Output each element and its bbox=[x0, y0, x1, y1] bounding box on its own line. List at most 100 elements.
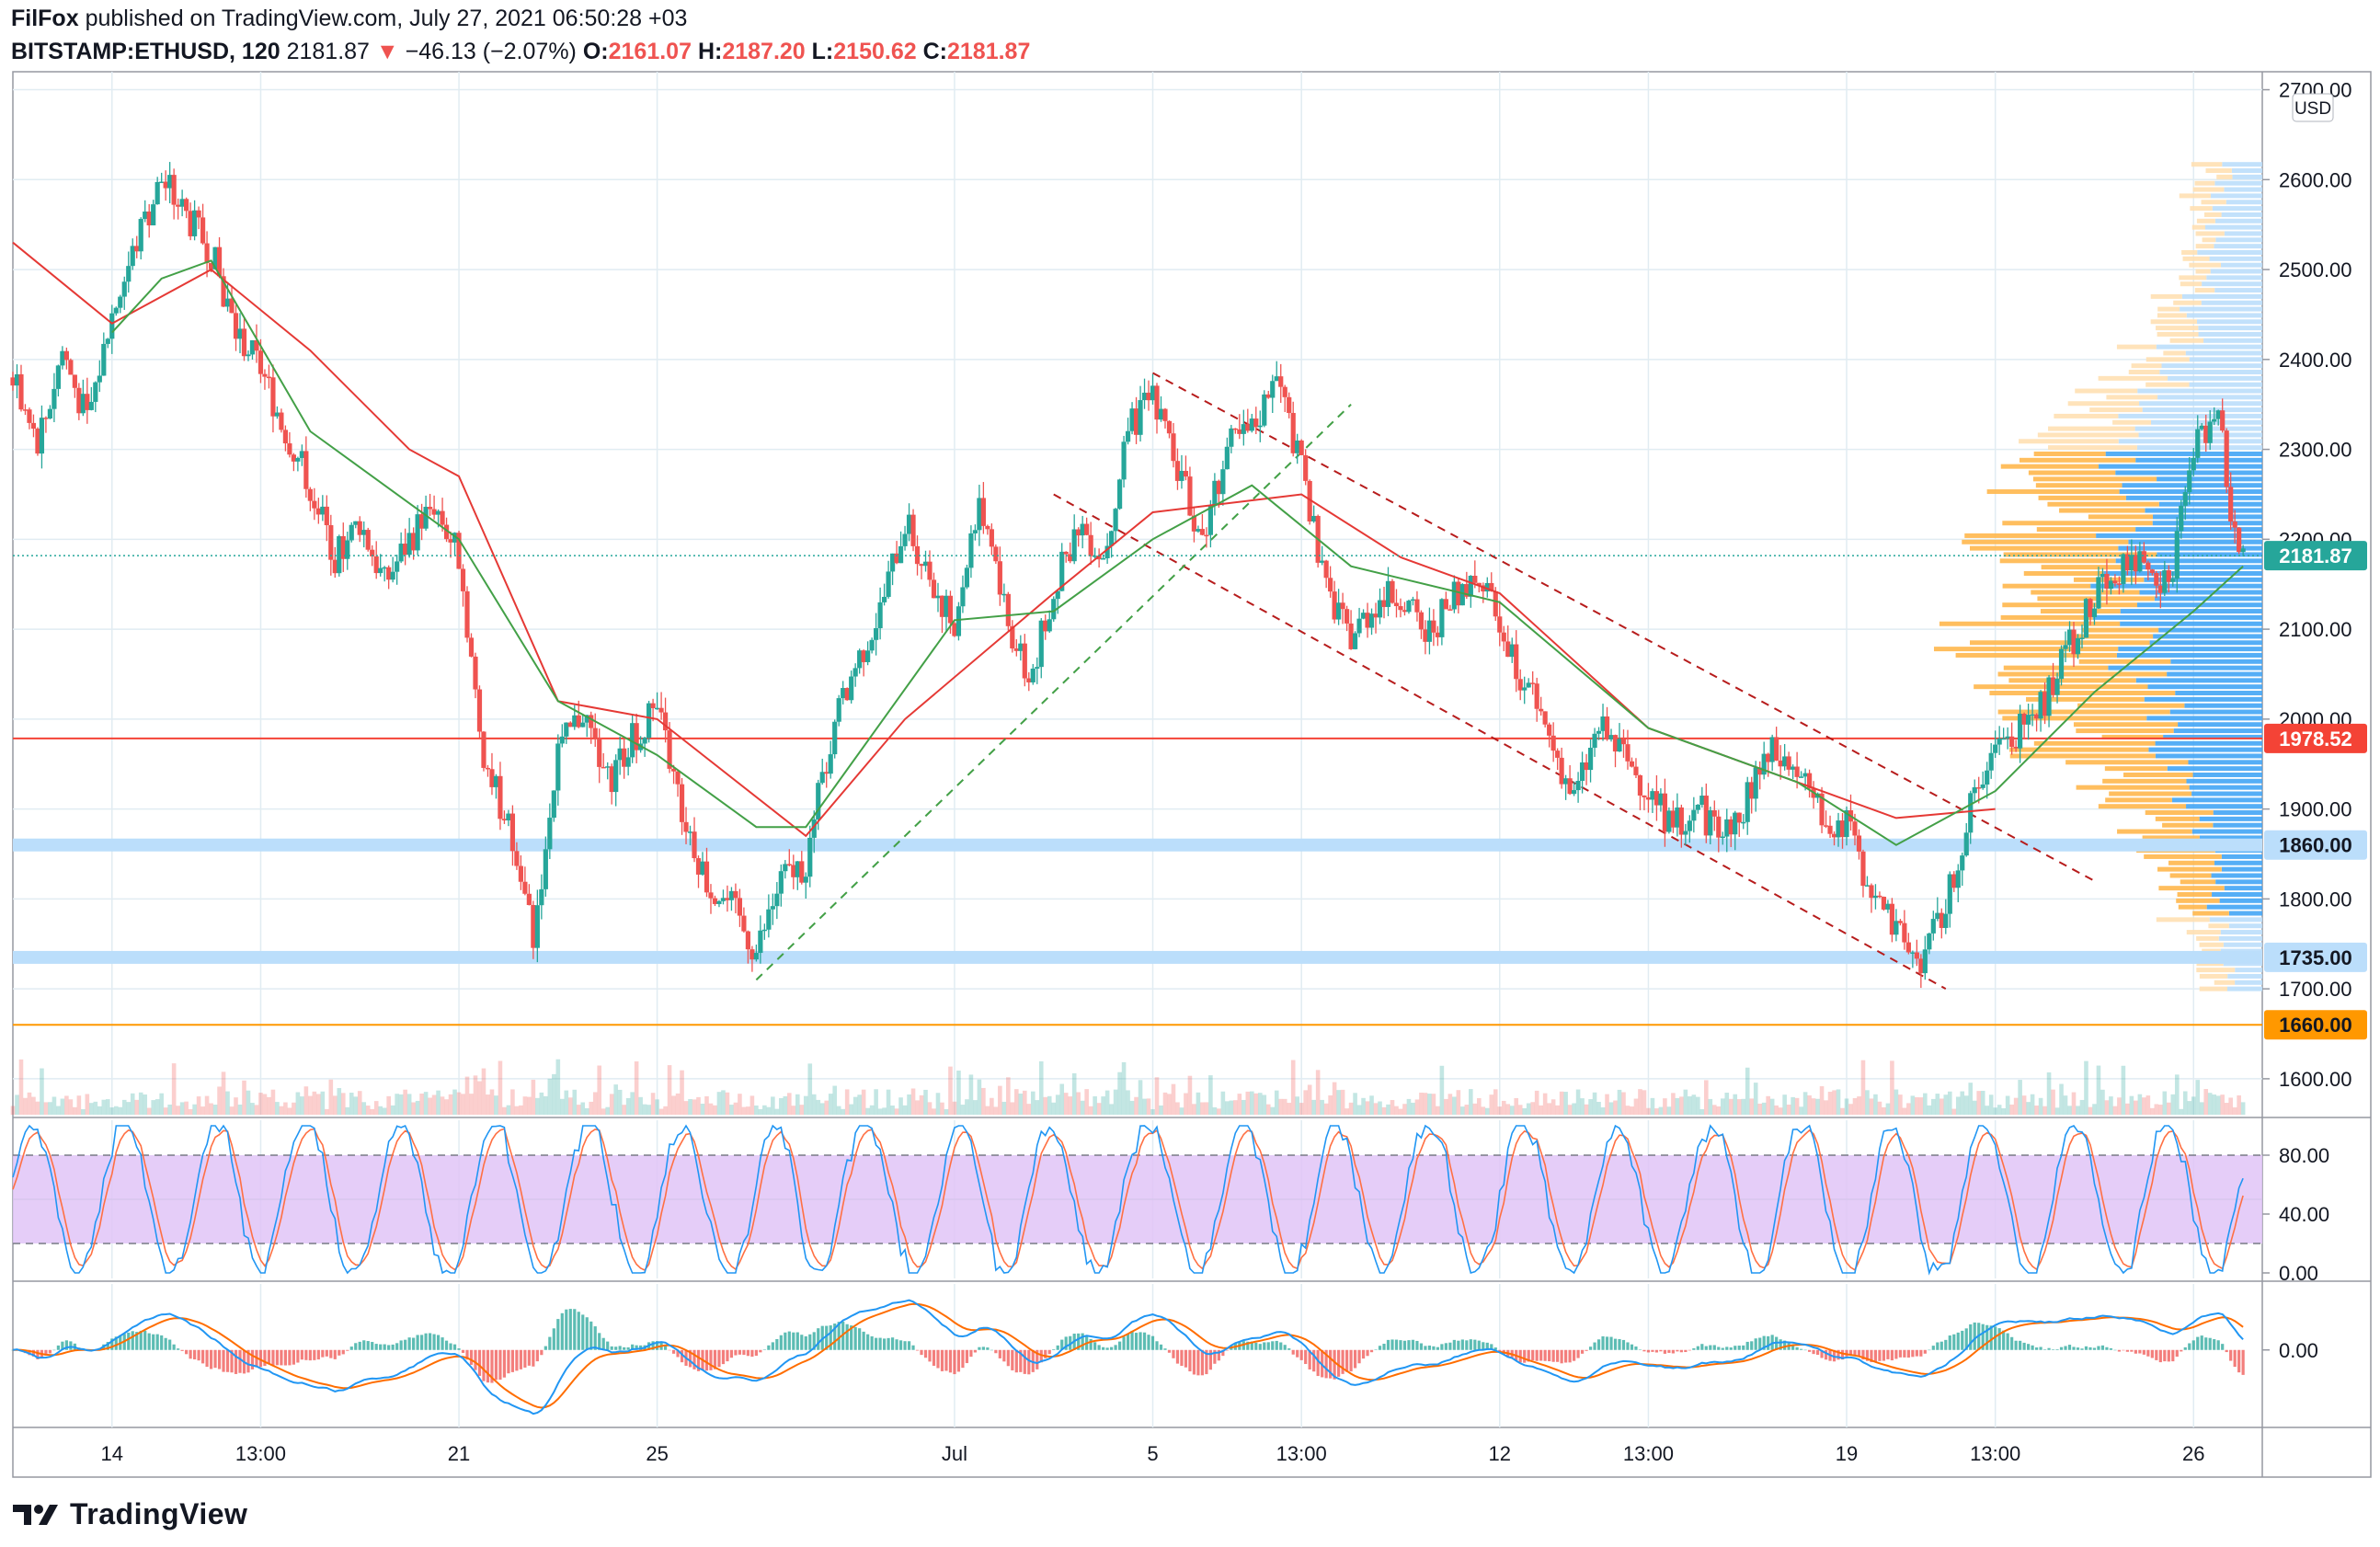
volume-bar bbox=[1786, 1105, 1791, 1115]
volume-bar bbox=[1985, 1106, 1989, 1115]
volume-profile-bar bbox=[2002, 583, 2091, 589]
volume-bar bbox=[1035, 1100, 1040, 1115]
volume-profile-bar bbox=[2189, 785, 2262, 790]
candle-body bbox=[1018, 643, 1024, 651]
author-name[interactable]: FilFox bbox=[11, 6, 79, 31]
volume-bar bbox=[1245, 1091, 1251, 1115]
volume-profile-bar bbox=[2101, 734, 2164, 739]
volume-profile-bar bbox=[2195, 231, 2225, 236]
volume-bar bbox=[345, 1106, 350, 1115]
volume-bar bbox=[2237, 1094, 2241, 1115]
volume-profile-bar bbox=[2214, 288, 2262, 293]
candle-body bbox=[1038, 620, 1044, 668]
macd-histogram-bar bbox=[507, 1349, 510, 1374]
volume-bar bbox=[118, 1106, 123, 1115]
macd-histogram-bar bbox=[205, 1349, 209, 1368]
volume-profile-bar bbox=[2221, 212, 2262, 217]
currency-badge[interactable] bbox=[2292, 93, 2334, 122]
candle-body bbox=[1109, 531, 1115, 546]
candle-body bbox=[914, 545, 921, 565]
candle-body bbox=[154, 181, 160, 205]
macd-histogram-bar bbox=[1667, 1349, 1671, 1353]
volume-bar bbox=[1419, 1092, 1424, 1115]
volume-profile-bar bbox=[2211, 873, 2262, 878]
volume-profile-bar bbox=[2077, 703, 2185, 708]
candle-body bbox=[1196, 529, 1201, 532]
trend-line[interactable] bbox=[1053, 493, 1947, 991]
volume-bar bbox=[176, 1106, 180, 1115]
volume-bar bbox=[188, 1108, 193, 1115]
tradingview-branding[interactable]: TradingView bbox=[11, 1497, 247, 1531]
candle-body bbox=[539, 888, 544, 906]
candle-body bbox=[753, 953, 759, 960]
volume-profile-bar bbox=[1989, 691, 2176, 696]
volume-profile-bar bbox=[2078, 659, 2171, 664]
trend-line[interactable] bbox=[1152, 372, 2095, 882]
trend-line[interactable] bbox=[755, 403, 1352, 981]
volume-bar bbox=[1394, 1106, 1399, 1115]
volume-profile-bar bbox=[2156, 917, 2210, 922]
volume-profile-bar bbox=[2176, 898, 2220, 903]
candle-body bbox=[1232, 428, 1238, 430]
macd-histogram-bar bbox=[1341, 1349, 1344, 1374]
macd-histogram-bar bbox=[1840, 1349, 1845, 1360]
volume-bar bbox=[1018, 1094, 1024, 1115]
volume-bar bbox=[1179, 1107, 1184, 1115]
volume-profile-bar bbox=[2157, 313, 2187, 318]
volume-profile-bar bbox=[2163, 350, 2186, 356]
candle-body bbox=[1328, 578, 1333, 592]
candle-body bbox=[1741, 821, 1746, 824]
volume-bar bbox=[1939, 1098, 1944, 1115]
volume-bar bbox=[613, 1084, 618, 1115]
volume-profile-bar bbox=[2232, 174, 2262, 179]
volume-bar bbox=[704, 1095, 709, 1115]
volume-profile-bar bbox=[2036, 527, 2136, 533]
macd-histogram-bar bbox=[883, 1338, 887, 1350]
volume-profile-bar bbox=[2214, 180, 2262, 186]
volume-bar bbox=[2129, 1095, 2134, 1115]
macd-histogram-bar bbox=[568, 1309, 572, 1350]
x-tick-label: 12 bbox=[1489, 1442, 1511, 1465]
volume-bar bbox=[1026, 1104, 1032, 1115]
macd-histogram-bar bbox=[1700, 1344, 1704, 1350]
candle-body bbox=[1708, 810, 1713, 836]
symbol-name[interactable]: BITSTAMP:ETHUSD, 120 bbox=[11, 39, 280, 64]
macd-histogram-bar bbox=[928, 1349, 932, 1362]
candle-body bbox=[1451, 581, 1457, 610]
macd-histogram-bar bbox=[1019, 1349, 1023, 1372]
candle-body bbox=[1844, 809, 1849, 838]
volume-bar bbox=[1472, 1103, 1478, 1115]
low-label: L: bbox=[811, 39, 834, 64]
macd-histogram-bar bbox=[420, 1335, 424, 1350]
macd-histogram-bar bbox=[288, 1349, 292, 1366]
candle-body bbox=[373, 556, 379, 574]
macd-histogram-bar bbox=[890, 1337, 895, 1350]
volume-bar bbox=[403, 1089, 407, 1115]
macd-histogram-bar bbox=[1688, 1349, 1691, 1351]
candle-body bbox=[1662, 793, 1667, 832]
candle-body bbox=[345, 540, 350, 559]
volume-profile-bar bbox=[2199, 816, 2262, 821]
volume-bar bbox=[1691, 1094, 1697, 1115]
macd-histogram-bar bbox=[651, 1341, 655, 1350]
candle-body bbox=[382, 567, 387, 569]
volume-bar bbox=[1356, 1105, 1362, 1115]
candle-body bbox=[312, 500, 317, 509]
volume-bar bbox=[1724, 1093, 1730, 1115]
volume-bar bbox=[803, 1095, 808, 1115]
candle-body bbox=[980, 498, 986, 526]
volume-profile-bar bbox=[2226, 200, 2262, 205]
candle-body bbox=[642, 738, 647, 744]
macd-histogram-bar bbox=[399, 1340, 403, 1350]
candle-body bbox=[944, 595, 949, 617]
macd-histogram-bar bbox=[2113, 1349, 2117, 1351]
volume-profile-bar bbox=[2169, 338, 2204, 343]
volume-bar bbox=[1167, 1094, 1172, 1115]
x-tick-label: Jul bbox=[942, 1442, 967, 1465]
volume-profile-bar bbox=[2222, 162, 2262, 167]
candle-body bbox=[1782, 756, 1788, 767]
macd-histogram-bar bbox=[1312, 1349, 1316, 1372]
candle-body bbox=[1472, 576, 1478, 583]
macd-histogram-bar bbox=[540, 1349, 544, 1356]
